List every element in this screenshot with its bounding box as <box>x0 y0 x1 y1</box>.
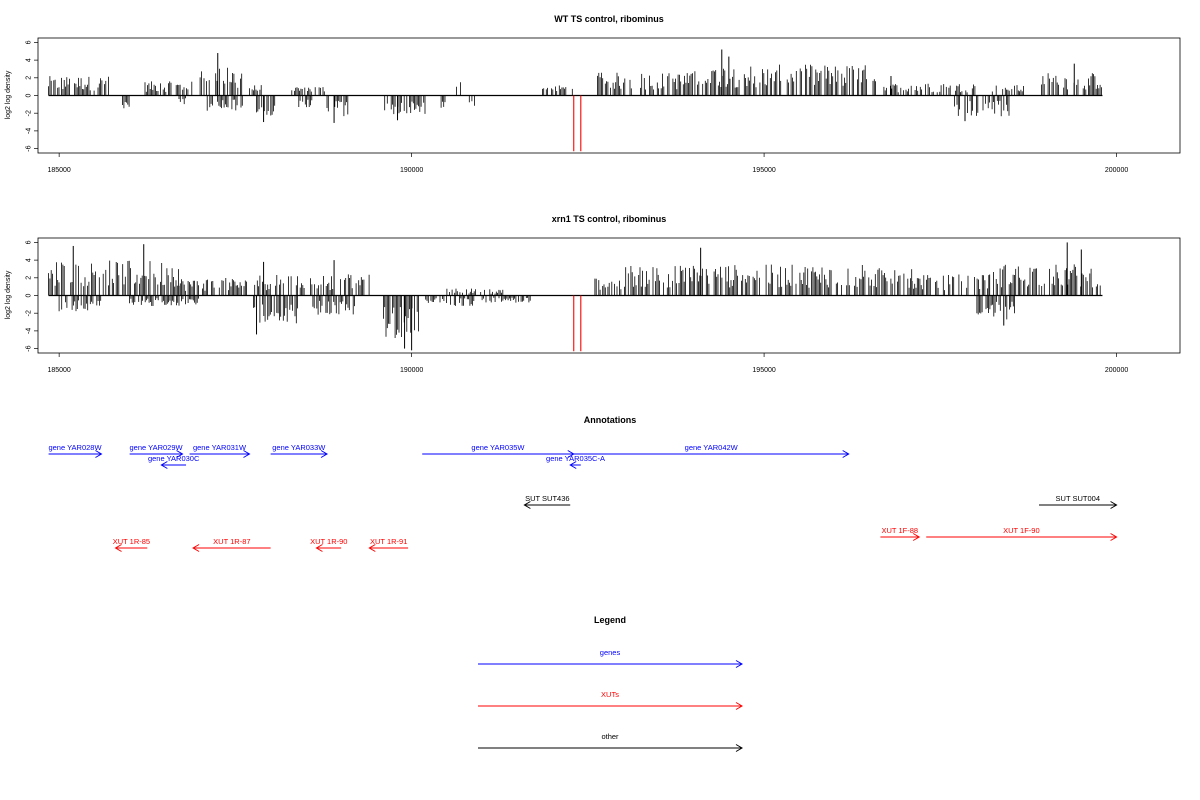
xrn1-density-panel: xrn1 TS control, ribominus 6 4 2 0 -2 -4 -6 log2… <box>5 214 1181 374</box>
arrowhead-left <box>523 501 531 509</box>
feature-label: XUT 1R-85 <box>113 537 150 546</box>
y-tick-label: -6 <box>25 145 32 151</box>
annotation-feature: SUT SUT004 <box>1039 494 1118 509</box>
annotation-feature: XUT 1F-88 <box>880 526 921 541</box>
legend-label: XUTs <box>601 690 619 699</box>
annotation-feature: XUT 1R-85 <box>113 537 150 552</box>
y-tick-label: 2 <box>25 276 32 280</box>
y-tick-label: -6 <box>25 345 32 351</box>
feature-label: SUT SUT436 <box>525 494 569 503</box>
feature-label: gene YAR030C <box>148 454 200 463</box>
y-tick-label: 6 <box>25 240 32 244</box>
y-tick-label: 0 <box>25 93 32 97</box>
legend-title: Legend <box>594 615 626 625</box>
y-tick-label: -2 <box>25 110 32 116</box>
feature-label: XUT 1F-88 <box>882 526 919 535</box>
feature-label: XUT 1R-87 <box>213 537 250 546</box>
annotation-feature: gene YAR030C <box>148 454 200 469</box>
feature-label: gene YAR035W <box>471 443 525 452</box>
feature-label: gene YAR031W <box>193 443 247 452</box>
feature-label: gene YAR028W <box>48 443 102 452</box>
wt-density-panel: WT TS control, ribominus 6 4 2 0 -2 -4 -6 log2 l… <box>5 14 1181 174</box>
panel-title: WT TS control, ribominus <box>554 14 664 24</box>
feature-label: SUT SUT004 <box>1056 494 1100 503</box>
arrowhead-left <box>569 461 577 469</box>
legend-item: genes <box>478 648 743 668</box>
legend-label: genes <box>600 648 621 657</box>
y-tick-label: -4 <box>25 328 32 334</box>
feature-label: gene YAR035C-A <box>546 454 605 463</box>
y-tick-label: 2 <box>25 76 32 80</box>
feature-label: gene YAR029W <box>130 443 184 452</box>
annotation-feature: SUT SUT436 <box>523 494 571 509</box>
arrowhead-right <box>176 450 184 458</box>
x-tick-label: 195000 <box>752 167 775 174</box>
arrowhead-left <box>192 544 200 552</box>
annotation-feature: XUT 1F-90 <box>926 526 1118 541</box>
feature-label: XUT 1R-90 <box>310 537 347 546</box>
legend-label: other <box>601 732 619 741</box>
x-tick-label: 200000 <box>1105 367 1128 374</box>
arrowhead-right <box>243 450 251 458</box>
annotation-feature: gene YAR031W <box>189 443 251 458</box>
arrowhead-right <box>1110 533 1118 541</box>
x-tick-label: 185000 <box>47 367 70 374</box>
legend-panel: Legend genes XUTs other <box>478 615 743 752</box>
annotation-feature: gene YAR033W <box>270 443 329 458</box>
feature-label: gene YAR033W <box>272 443 326 452</box>
x-tick-label: 200000 <box>1105 167 1128 174</box>
x-tick-label: 190000 <box>400 167 423 174</box>
x-tick-label: 185000 <box>47 167 70 174</box>
arrowhead-right <box>320 450 329 458</box>
panel-title: xrn1 TS control, ribominus <box>552 214 667 224</box>
feature-label: XUT 1F-90 <box>1003 526 1040 535</box>
arrowhead-right <box>735 660 743 668</box>
legend-item: XUTs <box>478 690 743 710</box>
arrowhead-left <box>114 544 122 552</box>
feature-label: XUT 1R-91 <box>370 537 407 546</box>
y-axis-label: log2 log density <box>5 70 12 119</box>
y-tick-label: -2 <box>25 310 32 316</box>
arrowhead-right <box>735 744 743 752</box>
feature-label: gene YAR042W <box>685 443 739 452</box>
annotation-feature: gene YAR028W <box>48 443 102 458</box>
x-tick-label: 195000 <box>752 367 775 374</box>
y-tick-label: -4 <box>25 128 32 134</box>
y-axis-label: log2 log density <box>5 270 12 319</box>
arrowhead-left <box>368 544 376 552</box>
density-bars <box>48 49 1102 123</box>
annotation-feature: XUT 1R-90 <box>310 537 347 552</box>
density-bars <box>48 242 1101 351</box>
annotation-feature: gene YAR035C-A <box>546 454 605 469</box>
arrowhead-right <box>842 450 850 458</box>
arrowhead-right <box>912 533 921 541</box>
arrowhead-left <box>315 544 323 552</box>
legend-item: other <box>478 732 743 752</box>
annotation-feature: gene YAR042W <box>573 443 850 458</box>
annotation-feature: XUT 1R-87 <box>192 537 271 552</box>
annotation-feature: XUT 1R-91 <box>368 537 409 552</box>
arrowhead-right <box>95 450 103 458</box>
annotations-panel: Annotations gene YAR028W gene YAR029W gene … <box>48 415 1118 552</box>
annotations-title: Annotations <box>584 415 637 425</box>
y-tick-label: 0 <box>25 293 32 297</box>
arrowhead-left <box>160 461 168 469</box>
y-tick-label: 6 <box>25 40 32 44</box>
y-tick-label: 4 <box>25 258 32 262</box>
arrowhead-right <box>735 702 743 710</box>
annotation-feature: gene YAR029W <box>130 443 184 458</box>
arrowhead-right <box>1110 501 1118 509</box>
x-tick-label: 190000 <box>400 367 423 374</box>
y-tick-label: 4 <box>25 58 32 62</box>
